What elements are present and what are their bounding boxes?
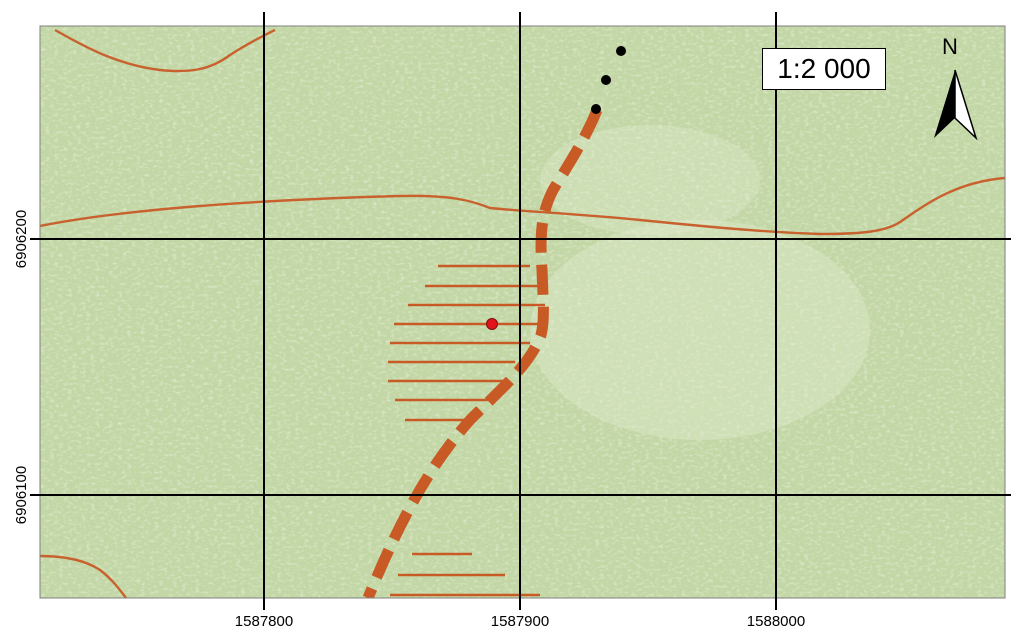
grid-lines bbox=[30, 12, 1011, 610]
hatched-area-south bbox=[390, 552, 540, 597]
contour-line-north bbox=[54, 28, 276, 73]
trail-dots bbox=[591, 46, 626, 114]
forest-texture bbox=[40, 26, 1005, 598]
x-tick-label: 1587900 bbox=[491, 613, 549, 630]
location-point-icon[interactable] bbox=[486, 318, 498, 330]
x-tick-label: 1588000 bbox=[747, 613, 805, 630]
clearing-area-north bbox=[540, 125, 760, 235]
map-frame bbox=[39, 25, 1006, 599]
scale-label: 1:2 000 bbox=[762, 48, 886, 90]
contour-line-southwest bbox=[40, 554, 127, 598]
north-label: N bbox=[942, 34, 958, 59]
y-tick-label: 6906100 bbox=[13, 466, 30, 524]
x-tick-label: 1587800 bbox=[235, 613, 293, 630]
contour-line-middle bbox=[40, 176, 1005, 236]
clearing-area bbox=[530, 220, 870, 440]
y-tick-label: 6906200 bbox=[13, 210, 30, 268]
north-arrow-icon bbox=[934, 69, 978, 141]
map-area[interactable] bbox=[40, 26, 1005, 598]
trail-path bbox=[362, 107, 603, 598]
